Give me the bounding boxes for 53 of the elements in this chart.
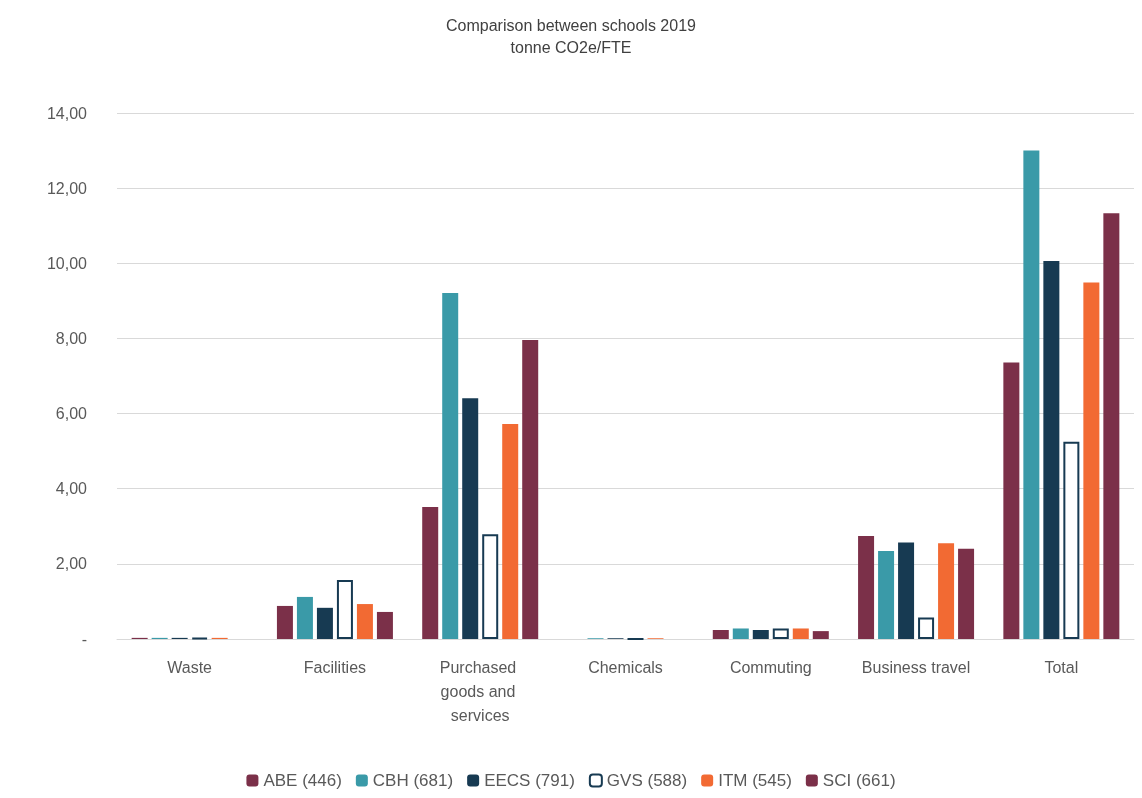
x-tick-label: Purchased goods and services <box>439 658 521 724</box>
bar <box>1063 441 1080 639</box>
chart-subtitle: tonne CO2e/FTE <box>510 38 632 56</box>
bar <box>336 580 353 639</box>
bar <box>772 628 789 639</box>
bar <box>442 292 459 639</box>
bar <box>482 534 499 639</box>
bar <box>732 628 749 639</box>
bar <box>1023 150 1040 639</box>
x-tick-label: Facilities <box>303 658 367 676</box>
bar <box>858 536 875 639</box>
bar <box>462 398 479 639</box>
y-tick-label: 2,00 <box>55 555 88 573</box>
legend-label: SCI (661) <box>822 771 896 790</box>
bar <box>522 339 539 639</box>
bar <box>376 611 393 639</box>
y-tick-label: 10,00 <box>46 254 88 272</box>
y-tick-label: 6,00 <box>55 405 88 423</box>
y-tick-label: 12,00 <box>46 179 88 197</box>
bar <box>898 542 915 639</box>
y-tick-label: 14,00 <box>46 104 88 122</box>
bar <box>712 629 729 639</box>
bar <box>1003 362 1020 639</box>
x-tick-label: Commuting <box>729 658 812 676</box>
bar <box>1103 213 1120 639</box>
bar <box>958 548 975 639</box>
bar <box>1083 282 1100 639</box>
bar <box>938 543 955 639</box>
legend-label: GVS (588) <box>606 771 688 790</box>
chart-title: Comparison between schools 2019 <box>446 16 697 34</box>
x-tick-label: Business travel <box>861 658 971 676</box>
bar <box>276 605 293 639</box>
bar <box>1043 261 1060 639</box>
bar <box>356 604 373 639</box>
bar <box>792 628 809 639</box>
y-tick-label: - <box>81 630 87 648</box>
legend-label: CBH (681) <box>372 771 454 790</box>
legend-label: ITM (545) <box>718 771 792 790</box>
y-tick-label: 8,00 <box>55 329 88 347</box>
bar <box>812 631 829 639</box>
bar <box>316 607 333 639</box>
bar <box>918 617 935 639</box>
x-tick-label: Waste <box>167 658 213 676</box>
bar <box>752 629 769 639</box>
y-tick-label: 4,00 <box>55 480 88 498</box>
legend-label: ABE (446) <box>263 771 342 790</box>
bar <box>422 507 439 639</box>
bar <box>502 424 519 639</box>
bar <box>878 551 895 639</box>
x-tick-label: Chemicals <box>588 658 663 676</box>
legend-label: EECS (791) <box>484 771 575 790</box>
bar <box>296 596 313 639</box>
x-tick-label: Total <box>1044 658 1079 676</box>
